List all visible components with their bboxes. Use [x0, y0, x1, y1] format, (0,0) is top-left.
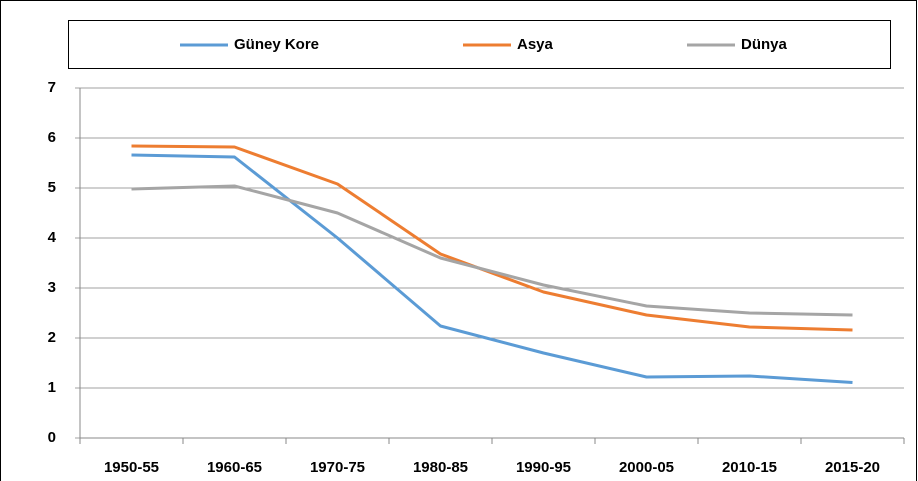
- x-tick-label: 2000-05: [619, 459, 674, 476]
- y-tick-label: 0: [48, 429, 56, 446]
- y-tick-label: 2: [48, 329, 56, 346]
- series-line: [131, 184, 853, 317]
- y-tick-label: 1: [48, 379, 56, 396]
- y-tick-label: 7: [48, 79, 56, 96]
- x-tick-label: 2010-15: [722, 459, 777, 476]
- x-tick-label: 1970-75: [310, 459, 365, 476]
- legend-label: Dünya: [741, 36, 788, 53]
- x-tick-label: 1950-55: [104, 459, 159, 476]
- x-tick-label: 1990-95: [516, 459, 571, 476]
- series-line: [131, 153, 853, 384]
- y-tick-label: 6: [48, 129, 56, 146]
- y-tick-label: 3: [48, 279, 56, 296]
- x-tick-label: 1960-65: [207, 459, 262, 476]
- legend-label: Asya: [517, 36, 554, 53]
- y-tick-label: 4: [48, 229, 57, 246]
- legend-label: Güney Kore: [234, 36, 319, 53]
- x-tick-label: 1980-85: [413, 459, 468, 476]
- x-tick-label: 2015-20: [825, 459, 880, 476]
- y-tick-label: 5: [48, 179, 56, 196]
